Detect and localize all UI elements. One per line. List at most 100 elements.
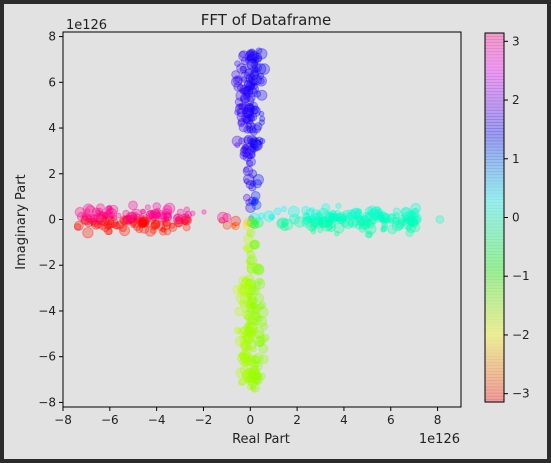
scatter-point <box>243 80 255 92</box>
scatter-point <box>93 220 103 229</box>
scatter-point <box>243 243 254 254</box>
colorbar-segment <box>485 60 504 65</box>
scatter-point <box>251 198 259 206</box>
scatter-point <box>154 207 161 215</box>
scatter-point <box>353 211 361 219</box>
scatter-point <box>305 219 318 232</box>
scatter-point <box>152 211 160 219</box>
scatter-point <box>252 62 262 73</box>
scatter-point <box>106 207 117 219</box>
scatter-point <box>232 75 243 86</box>
scatter-point <box>92 214 101 222</box>
y-tick-label: 6 <box>48 75 56 89</box>
colorbar-segment <box>485 223 504 228</box>
scatter-point <box>244 322 251 329</box>
x-axis-ticks: −8 −6 −4 −2 0 2 4 6 8 <box>54 407 441 427</box>
colorbar-segment <box>485 122 504 126</box>
scatter-point <box>250 139 263 151</box>
scatter-point <box>326 219 334 227</box>
scatter-point <box>115 212 122 219</box>
scatter-point <box>222 220 232 230</box>
scatter-point <box>236 328 243 334</box>
scatter-point <box>144 204 151 211</box>
colorbar-segment <box>485 269 504 274</box>
scatter-point <box>253 361 261 368</box>
scatter-point <box>249 383 256 390</box>
scatter-point <box>336 215 345 224</box>
colorbar-segment <box>485 119 504 123</box>
scatter-point <box>258 335 268 345</box>
scatter-point <box>248 82 256 90</box>
colorbar-segment <box>485 395 504 400</box>
scatter-point <box>384 217 391 224</box>
scatter-point <box>249 180 257 187</box>
scatter-point <box>253 57 260 64</box>
scatter-point <box>253 90 262 98</box>
scatter-point <box>122 215 133 225</box>
colorbar-segment <box>485 389 504 394</box>
scatter-point <box>242 147 249 155</box>
scatter-point <box>254 330 265 340</box>
scatter-point <box>324 216 337 229</box>
scatter-point <box>84 205 97 217</box>
scatter-point <box>245 73 255 84</box>
scatter-point <box>130 208 143 221</box>
scatter-point <box>243 173 255 186</box>
scatter-point <box>161 208 173 219</box>
scatter-point <box>244 50 256 62</box>
scatter-point <box>163 212 172 222</box>
scatter-point <box>180 214 192 226</box>
scatter-point <box>380 216 387 223</box>
scatter-point <box>250 239 261 250</box>
colorbar-segment <box>485 143 504 148</box>
scatter-point <box>329 209 337 218</box>
scatter-point <box>239 151 248 160</box>
scatter-point <box>130 221 137 229</box>
scatter-point <box>326 216 334 224</box>
scatter-point <box>243 314 250 320</box>
scatter-point <box>245 108 254 117</box>
scatter-point <box>81 212 87 219</box>
scatter-point <box>369 217 377 225</box>
scatter-point <box>337 211 348 223</box>
scatter-point <box>262 334 270 342</box>
colorbar-segment <box>485 162 504 166</box>
scatter-point <box>335 213 346 224</box>
scatter-point <box>380 227 386 233</box>
scatter-point <box>222 212 232 223</box>
scatter-point <box>234 97 244 107</box>
axes-frame <box>62 31 462 408</box>
colorbar-segment <box>485 300 504 305</box>
scatter-point <box>201 209 207 215</box>
scatter-point <box>245 198 253 207</box>
scatter-point <box>243 107 255 119</box>
scatter-point <box>238 122 249 133</box>
scatter-point <box>355 223 362 230</box>
scatter-point <box>358 215 370 226</box>
scatter-point <box>151 220 161 230</box>
scatter-point <box>361 221 370 231</box>
colorbar-segment <box>485 248 504 252</box>
scatter-point <box>231 221 240 231</box>
scatter-point <box>259 137 266 145</box>
colorbar-segment <box>485 272 504 277</box>
scatter-point <box>247 377 258 388</box>
scatter-point <box>105 212 114 221</box>
scatter-point <box>242 277 248 284</box>
scatter-point <box>327 212 337 222</box>
scatter-point <box>246 63 254 70</box>
colorbar-segment <box>485 279 504 283</box>
scatter-point <box>248 370 260 382</box>
scatter-point <box>180 215 190 225</box>
scatter-point <box>243 233 254 244</box>
scatter-point <box>253 277 266 290</box>
colorbar-segment <box>485 285 504 289</box>
scatter-point <box>85 208 91 214</box>
scatter-point <box>247 53 255 61</box>
scatter-point <box>235 335 247 347</box>
scatter-point <box>252 52 263 63</box>
scatter-point <box>254 136 264 146</box>
scatter-point <box>247 322 256 330</box>
scatter-point <box>234 142 241 149</box>
scatter-point <box>183 216 192 225</box>
